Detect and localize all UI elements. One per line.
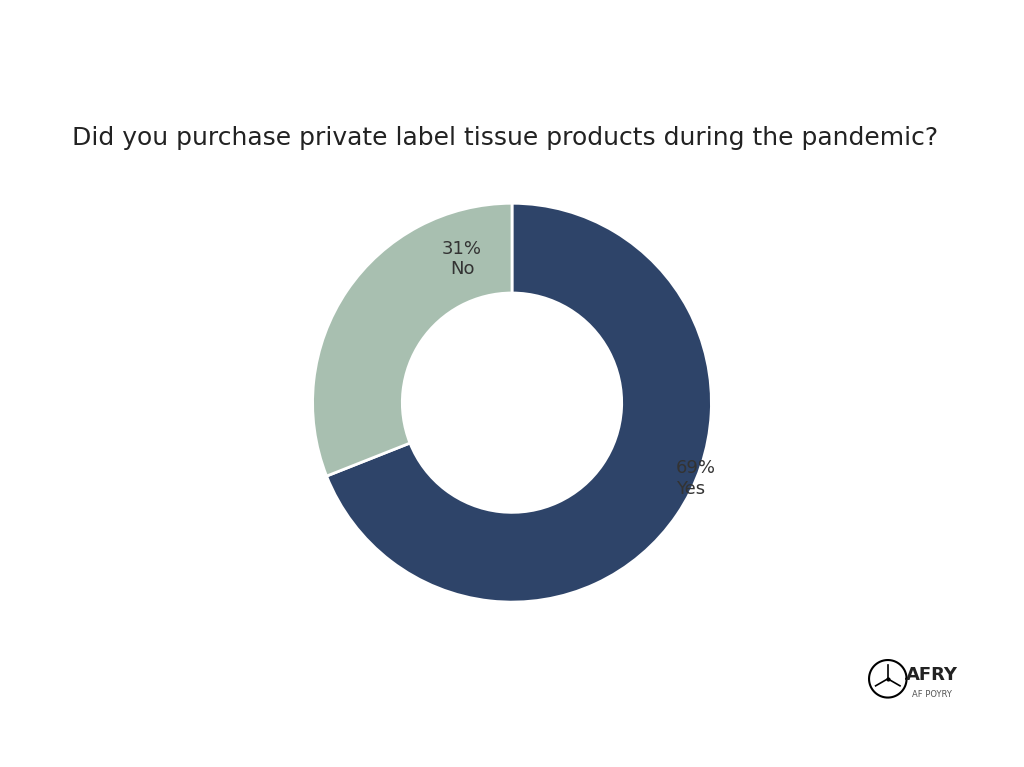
Wedge shape xyxy=(327,203,712,602)
Text: 69%
Yes: 69% Yes xyxy=(676,459,716,498)
Text: AF POYRY: AF POYRY xyxy=(912,690,951,699)
Text: Did you purchase private label tissue products during the pandemic?: Did you purchase private label tissue pr… xyxy=(72,126,938,150)
Text: AFRY: AFRY xyxy=(906,666,957,684)
Text: 31%
No: 31% No xyxy=(442,240,482,278)
Wedge shape xyxy=(312,203,512,476)
